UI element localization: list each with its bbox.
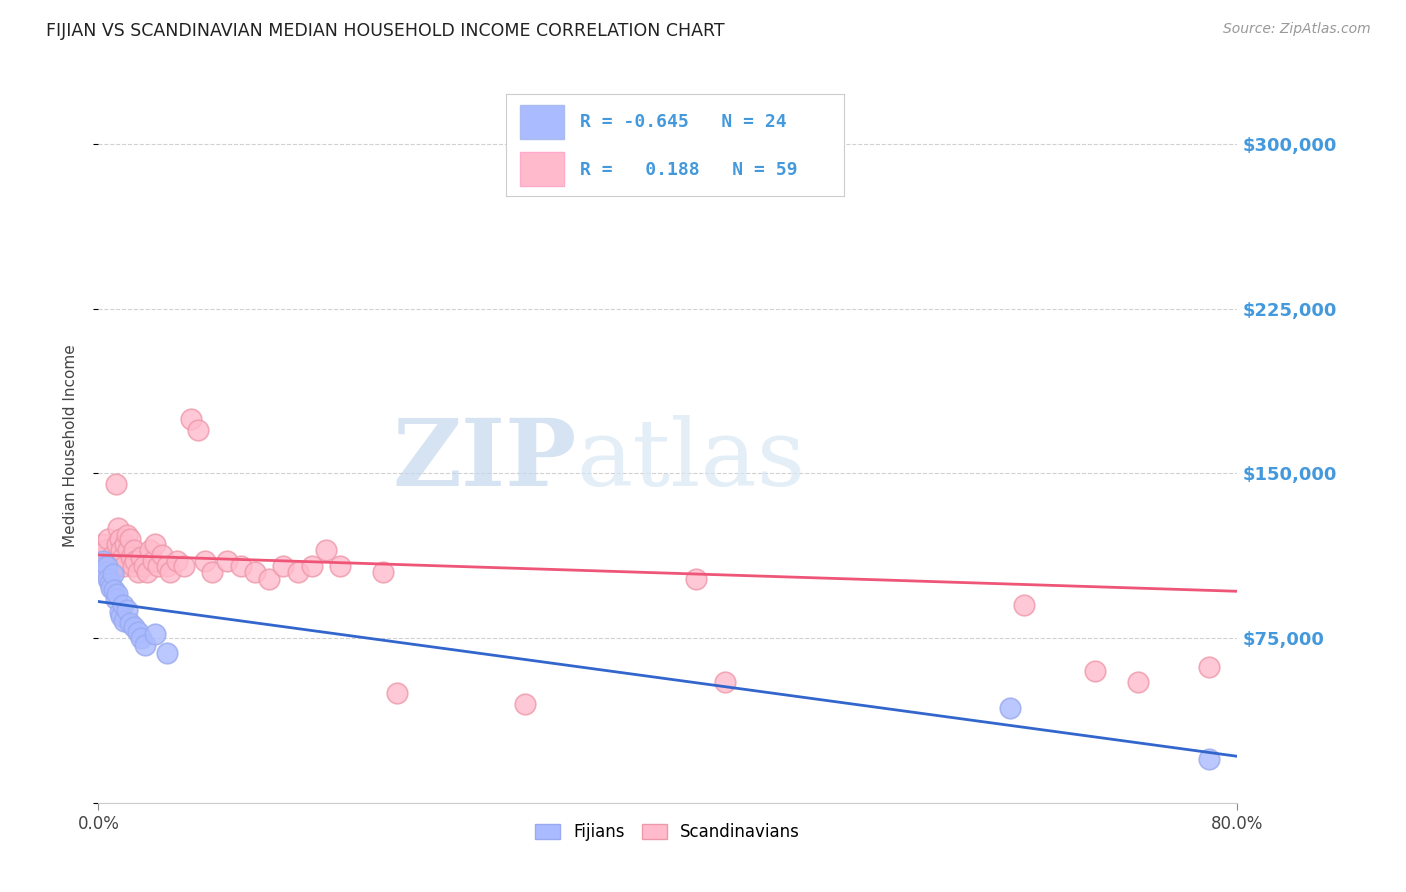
Text: Source: ZipAtlas.com: Source: ZipAtlas.com — [1223, 22, 1371, 37]
Point — [110, 543, 132, 558]
Point — [100, 566, 122, 580]
Point — [135, 566, 157, 580]
Point — [145, 626, 167, 640]
Point — [104, 591, 127, 606]
FancyBboxPatch shape — [520, 105, 564, 139]
Point — [122, 543, 145, 558]
Point — [166, 554, 188, 568]
Point — [110, 609, 132, 624]
Point — [114, 537, 136, 551]
Point — [101, 567, 124, 582]
Point — [287, 566, 309, 580]
Point — [315, 543, 337, 558]
Point — [93, 549, 115, 564]
Point — [1126, 675, 1149, 690]
Point — [329, 558, 352, 573]
Point — [117, 543, 139, 558]
Point — [259, 572, 281, 586]
Text: FIJIAN VS SCANDINAVIAN MEDIAN HOUSEHOLD INCOME CORRELATION CHART: FIJIAN VS SCANDINAVIAN MEDIAN HOUSEHOLD … — [46, 22, 725, 40]
Text: R =   0.188   N = 59: R = 0.188 N = 59 — [581, 161, 797, 178]
Point — [96, 558, 118, 573]
Point — [94, 543, 117, 558]
Point — [1084, 664, 1107, 678]
Point — [96, 558, 118, 573]
Point — [515, 697, 537, 711]
Point — [124, 554, 146, 568]
Point — [129, 549, 152, 564]
Point — [127, 566, 149, 580]
Point — [148, 558, 170, 573]
Point — [108, 533, 131, 547]
Point — [134, 638, 156, 652]
Point — [387, 686, 409, 700]
Y-axis label: Median Household Income: Median Household Income — [63, 344, 77, 548]
Point — [180, 411, 202, 425]
Point — [1012, 598, 1035, 612]
Point — [159, 566, 181, 580]
Point — [103, 558, 125, 573]
Point — [1198, 752, 1220, 766]
Point — [107, 521, 129, 535]
Point — [1268, 214, 1291, 228]
Point — [103, 582, 125, 597]
Point — [115, 528, 138, 542]
Point — [156, 647, 179, 661]
Point — [112, 614, 135, 628]
Point — [97, 533, 120, 547]
Point — [105, 537, 128, 551]
Point — [156, 558, 179, 573]
Point — [1198, 659, 1220, 673]
Point — [373, 566, 395, 580]
FancyBboxPatch shape — [520, 153, 564, 186]
Point — [118, 615, 141, 630]
Point — [132, 558, 155, 573]
Text: ZIP: ZIP — [392, 416, 576, 505]
Point — [187, 423, 209, 437]
Point — [104, 477, 127, 491]
Point — [115, 602, 138, 616]
Point — [229, 558, 252, 573]
Point — [97, 572, 120, 586]
Point — [145, 537, 167, 551]
Point — [127, 624, 149, 639]
Point — [122, 620, 145, 634]
Legend: Fijians, Scandinavians: Fijians, Scandinavians — [529, 817, 807, 848]
Point — [98, 576, 121, 591]
Point — [91, 537, 114, 551]
Point — [100, 581, 122, 595]
Point — [998, 701, 1021, 715]
Point — [301, 558, 323, 573]
Point — [273, 558, 295, 573]
Point — [118, 533, 141, 547]
Text: atlas: atlas — [576, 416, 806, 505]
Point — [129, 631, 152, 645]
Text: R = -0.645   N = 24: R = -0.645 N = 24 — [581, 113, 787, 131]
Point — [105, 587, 128, 601]
Point — [141, 554, 163, 568]
Point — [108, 605, 131, 619]
Point — [121, 558, 143, 573]
Point — [714, 675, 737, 690]
Point — [138, 543, 160, 558]
Point — [173, 558, 195, 573]
Point — [112, 558, 135, 573]
Point — [194, 554, 217, 568]
Point — [243, 566, 266, 580]
Point — [91, 554, 114, 568]
Point — [685, 572, 707, 586]
Point — [98, 554, 121, 568]
Point — [101, 548, 124, 562]
Point — [201, 566, 224, 580]
Point — [94, 566, 117, 580]
Point — [215, 554, 238, 568]
Point — [111, 598, 134, 612]
Point — [152, 548, 174, 562]
Point — [120, 549, 142, 564]
Point — [111, 549, 134, 564]
